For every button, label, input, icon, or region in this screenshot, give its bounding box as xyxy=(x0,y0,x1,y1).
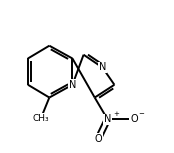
Text: N: N xyxy=(104,114,111,124)
Text: O: O xyxy=(130,114,138,124)
Text: N: N xyxy=(99,62,106,73)
Text: O: O xyxy=(94,134,102,144)
Text: −: − xyxy=(138,111,144,117)
Text: +: + xyxy=(113,111,119,117)
Text: CH₃: CH₃ xyxy=(33,114,49,123)
Text: N: N xyxy=(69,80,76,90)
